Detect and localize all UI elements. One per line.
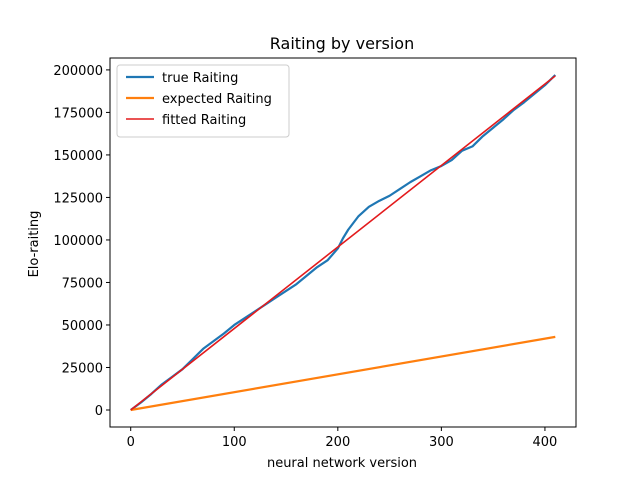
legend-label: true Raiting <box>162 71 238 86</box>
y-tick-label: 50000 <box>62 319 103 334</box>
series-line-2 <box>130 75 556 411</box>
series-line-0 <box>130 74 557 411</box>
y-tick-label: 150000 <box>53 149 103 164</box>
series-line-1 <box>130 335 556 412</box>
y-tick-label: 100000 <box>53 234 103 249</box>
y-tick-label: 0 <box>95 404 103 419</box>
chart-title: Raiting by version <box>270 34 414 53</box>
y-tick-label: 200000 <box>53 64 103 79</box>
y-tick-label: 25000 <box>62 361 103 376</box>
y-tick-label: 125000 <box>53 191 103 206</box>
x-tick-label: 100 <box>222 435 247 450</box>
legend-label: expected Raiting <box>162 92 272 107</box>
y-axis-title: Elo-raiting <box>27 211 42 278</box>
x-tick-label: 400 <box>533 435 558 450</box>
y-tick-label: 175000 <box>53 106 103 121</box>
legend-label: fitted Raiting <box>162 113 246 128</box>
x-tick-label: 200 <box>325 435 350 450</box>
plot-area: 0 100 200 300 400 0 25000 50000 75000 100000 12500… <box>53 57 577 450</box>
x-tick-label: 0 <box>127 435 135 450</box>
axes-frame <box>109 57 577 428</box>
x-axis-title: neural network version <box>267 456 417 471</box>
legend-box <box>116 64 290 138</box>
x-tick-label: 300 <box>429 435 454 450</box>
y-tick-label: 75000 <box>62 276 103 291</box>
legend: true Raiting expected Raiting fitted Raiti… <box>116 64 290 138</box>
